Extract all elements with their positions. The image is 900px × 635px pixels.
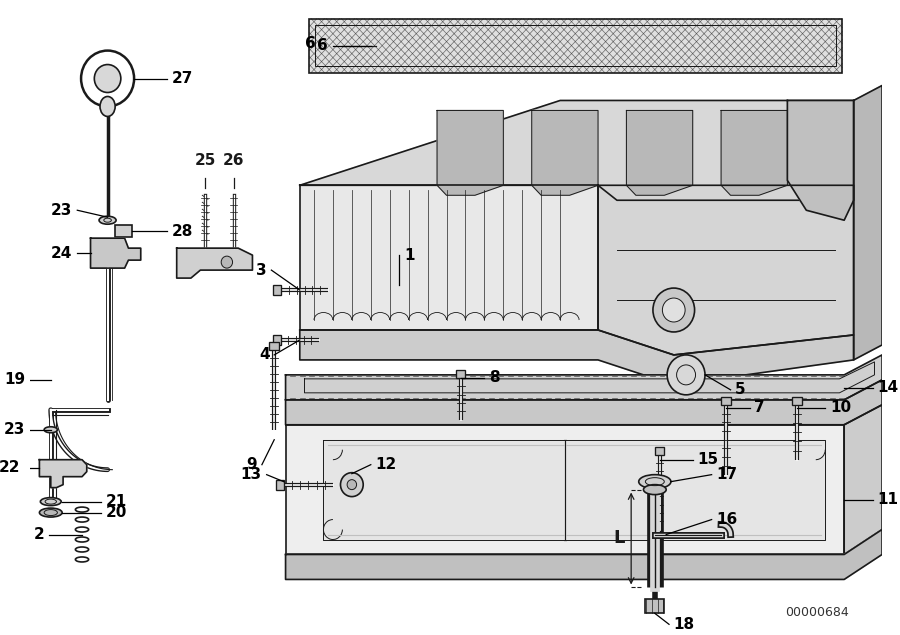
Text: 6: 6 (318, 38, 328, 53)
Text: 13: 13 (241, 467, 262, 482)
Polygon shape (40, 460, 86, 488)
Polygon shape (176, 248, 252, 278)
Circle shape (667, 355, 705, 395)
Text: 9: 9 (247, 457, 257, 472)
Text: 25: 25 (194, 153, 216, 168)
Ellipse shape (40, 508, 62, 517)
Text: 00000684: 00000684 (785, 606, 849, 619)
Polygon shape (285, 530, 882, 579)
Bar (310, 18, 842, 72)
Polygon shape (285, 425, 844, 554)
Text: 16: 16 (716, 512, 738, 527)
Circle shape (94, 65, 121, 93)
Text: 4: 4 (259, 347, 269, 363)
Bar (315, 25, 836, 66)
Text: 11: 11 (878, 492, 898, 507)
Polygon shape (285, 355, 882, 400)
Text: 23: 23 (4, 422, 25, 438)
Text: 1: 1 (404, 248, 414, 263)
Text: 5: 5 (735, 382, 746, 398)
Ellipse shape (40, 498, 61, 505)
Text: 18: 18 (674, 617, 695, 632)
Bar (655, 446, 664, 455)
Bar (721, 397, 731, 404)
Ellipse shape (644, 485, 666, 495)
Text: 6: 6 (305, 36, 316, 51)
Text: 12: 12 (375, 457, 397, 472)
Polygon shape (598, 185, 854, 355)
Text: L: L (613, 528, 625, 547)
Text: 15: 15 (698, 452, 718, 467)
Text: 17: 17 (716, 467, 737, 482)
Polygon shape (91, 238, 140, 268)
Polygon shape (721, 110, 788, 196)
Polygon shape (300, 185, 598, 330)
Text: 27: 27 (172, 71, 194, 86)
Polygon shape (788, 100, 854, 220)
Text: 7: 7 (754, 400, 765, 415)
Bar (792, 397, 802, 404)
Polygon shape (300, 100, 854, 200)
Polygon shape (532, 110, 598, 196)
Text: 19: 19 (4, 372, 25, 387)
Circle shape (340, 472, 364, 497)
Text: 26: 26 (223, 153, 244, 168)
Text: 10: 10 (830, 400, 851, 415)
Circle shape (662, 298, 685, 322)
Ellipse shape (44, 427, 58, 432)
Text: 3: 3 (256, 263, 266, 277)
Ellipse shape (639, 474, 670, 488)
Text: 8: 8 (489, 370, 500, 385)
Text: 24: 24 (51, 246, 73, 260)
Polygon shape (854, 86, 882, 360)
Polygon shape (285, 380, 882, 425)
Text: 22: 22 (0, 460, 21, 475)
Circle shape (652, 288, 695, 332)
Bar (276, 479, 284, 490)
Polygon shape (626, 110, 693, 196)
Circle shape (347, 479, 356, 490)
Text: 14: 14 (878, 380, 898, 396)
Bar (645, 599, 664, 613)
Ellipse shape (99, 217, 116, 224)
Polygon shape (844, 404, 882, 554)
Circle shape (221, 256, 232, 268)
Text: 21: 21 (105, 494, 127, 509)
Polygon shape (437, 110, 503, 196)
Bar (274, 285, 281, 295)
Bar (269, 342, 279, 350)
Text: 2: 2 (33, 527, 44, 542)
Text: 28: 28 (172, 224, 194, 239)
Bar (115, 225, 132, 237)
Bar (456, 370, 465, 378)
Bar (274, 335, 281, 345)
Text: 23: 23 (51, 203, 73, 218)
Text: 20: 20 (105, 505, 127, 520)
Polygon shape (300, 330, 854, 385)
Circle shape (81, 51, 134, 107)
Polygon shape (323, 439, 825, 540)
Ellipse shape (100, 97, 115, 116)
